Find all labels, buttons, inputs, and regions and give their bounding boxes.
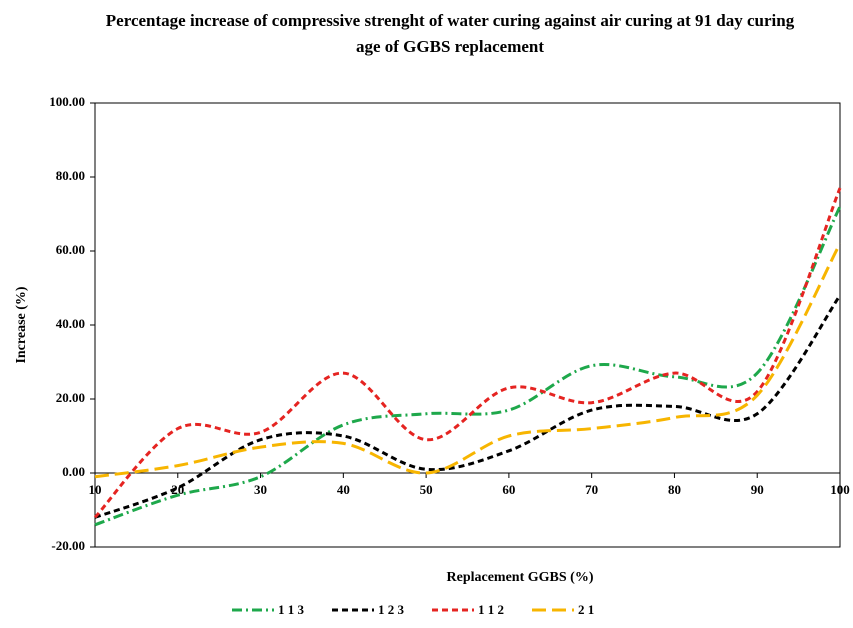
- x-tick-label: 40: [337, 482, 350, 497]
- x-tick-label: 60: [502, 482, 515, 497]
- series-line: [94, 205, 842, 527]
- y-tick-label: -20.00: [51, 538, 85, 553]
- x-tick-label: 10: [89, 482, 102, 497]
- y-tick-label: 80.00: [56, 168, 85, 183]
- x-tick-label: 70: [585, 482, 598, 497]
- x-tick-label: 50: [420, 482, 433, 497]
- plot-area: [94, 102, 841, 548]
- legend-label: 1 1 2: [478, 602, 504, 617]
- y-tick-label: 20.00: [56, 390, 85, 405]
- y-tick-label: 40.00: [56, 316, 85, 331]
- series-line: [94, 294, 842, 519]
- x-tick-label: 100: [830, 482, 850, 497]
- y-tick-label: 60.00: [56, 242, 85, 257]
- series-line: [94, 242, 842, 479]
- series-line: [93, 187, 842, 519]
- x-tick-label: 80: [668, 482, 681, 497]
- chart-title: Percentage increase of compressive stren…: [105, 11, 795, 56]
- y-tick-label: 100.00: [49, 94, 85, 109]
- legend-label: 1 1 3: [278, 602, 305, 617]
- x-tick-label: 90: [751, 482, 764, 497]
- x-axis-label: Replacement GGBS (%): [447, 570, 594, 585]
- legend-label: 2 1: [578, 602, 594, 617]
- y-axis-label: Increase (%): [14, 286, 29, 363]
- legend-label: 1 2 3: [378, 602, 405, 617]
- y-tick-label: 0.00: [62, 464, 85, 479]
- x-tick-label: 30: [254, 482, 267, 497]
